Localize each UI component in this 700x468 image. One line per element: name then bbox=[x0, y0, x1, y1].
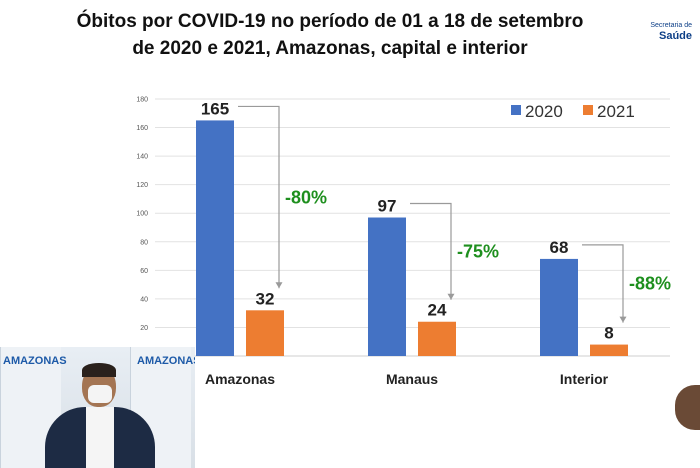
y-tick-label: 80 bbox=[140, 239, 148, 246]
legend-swatch-2021 bbox=[583, 105, 593, 115]
brand-big-text: Saúde bbox=[658, 30, 692, 42]
secretaria-saude-logo: Secretaria de Saúde bbox=[650, 22, 692, 42]
brand-small-text: Secretaria de bbox=[650, 22, 692, 29]
sign-language-interpreter-hand bbox=[675, 385, 700, 430]
bar-2021-amazonas bbox=[246, 310, 284, 356]
percent-change-label: -80% bbox=[285, 187, 327, 207]
speaker-hair bbox=[82, 363, 116, 377]
chart-title: Óbitos por COVID-19 no período de 01 a 1… bbox=[60, 8, 600, 62]
bar-value-label: 97 bbox=[378, 197, 397, 216]
legend-label-2021: 2021 bbox=[597, 102, 635, 121]
change-arrow-head bbox=[275, 282, 283, 289]
y-tick-label: 20 bbox=[140, 325, 148, 332]
chart-grid bbox=[155, 98, 670, 357]
y-tick-label: 40 bbox=[140, 296, 148, 303]
change-arrow-head bbox=[447, 293, 455, 300]
category-label: Amazonas bbox=[205, 371, 275, 387]
change-arrow-line bbox=[582, 244, 624, 323]
y-axis-ticks: 20 40 60 80 100 120 140 160 180 bbox=[136, 97, 148, 332]
category-label: Manaus bbox=[386, 371, 438, 387]
change-arrow-line bbox=[410, 202, 452, 300]
percent-change-label: -88% bbox=[629, 274, 671, 294]
chart-labels: 165 32 Amazonas -80% 97 24 Manaus -75% 68 8 Interi… bbox=[201, 99, 671, 387]
y-tick-label: 140 bbox=[136, 154, 148, 161]
bar-2021-manaus bbox=[418, 321, 456, 356]
backdrop-text-right: AMAZONAS bbox=[137, 355, 195, 367]
y-tick-label: 100 bbox=[136, 211, 148, 218]
chart-title-line-2: de 2020 e 2021, Amazonas, capital e inte… bbox=[132, 38, 528, 59]
change-arrow-line bbox=[238, 105, 280, 289]
category-label: Interior bbox=[560, 371, 609, 387]
bar-2020-manaus bbox=[368, 217, 406, 356]
backdrop-text-left: AMAZONAS bbox=[3, 355, 67, 367]
speaker-video-overlay: AMAZONAS AMAZONAS bbox=[0, 347, 195, 468]
bar-value-label: 165 bbox=[201, 99, 229, 118]
speaker-mask bbox=[88, 385, 112, 403]
legend-label-2020: 2020 bbox=[525, 102, 563, 121]
bar-2020-amazonas bbox=[196, 120, 234, 357]
bar-value-label: 32 bbox=[256, 289, 275, 308]
speaker-shirt bbox=[86, 407, 114, 468]
chart-bars bbox=[196, 120, 628, 357]
chart-legend: 2020 2021 bbox=[511, 102, 635, 121]
bar-value-label: 8 bbox=[604, 324, 613, 343]
bar-2021-interior bbox=[590, 344, 628, 356]
chart-title-line-1: Óbitos por COVID-19 no período de 01 a 1… bbox=[76, 11, 584, 32]
y-tick-label: 120 bbox=[136, 182, 148, 189]
y-tick-label: 60 bbox=[140, 268, 148, 275]
y-tick-label: 180 bbox=[136, 97, 148, 104]
y-tick-label: 160 bbox=[136, 125, 148, 132]
change-arrows bbox=[238, 105, 627, 323]
legend-swatch-2020 bbox=[511, 105, 521, 115]
bar-value-label: 68 bbox=[550, 238, 569, 257]
change-arrow-head bbox=[619, 316, 627, 323]
bar-2020-interior bbox=[540, 258, 578, 356]
bar-value-label: 24 bbox=[428, 301, 447, 320]
percent-change-label: -75% bbox=[457, 242, 499, 262]
